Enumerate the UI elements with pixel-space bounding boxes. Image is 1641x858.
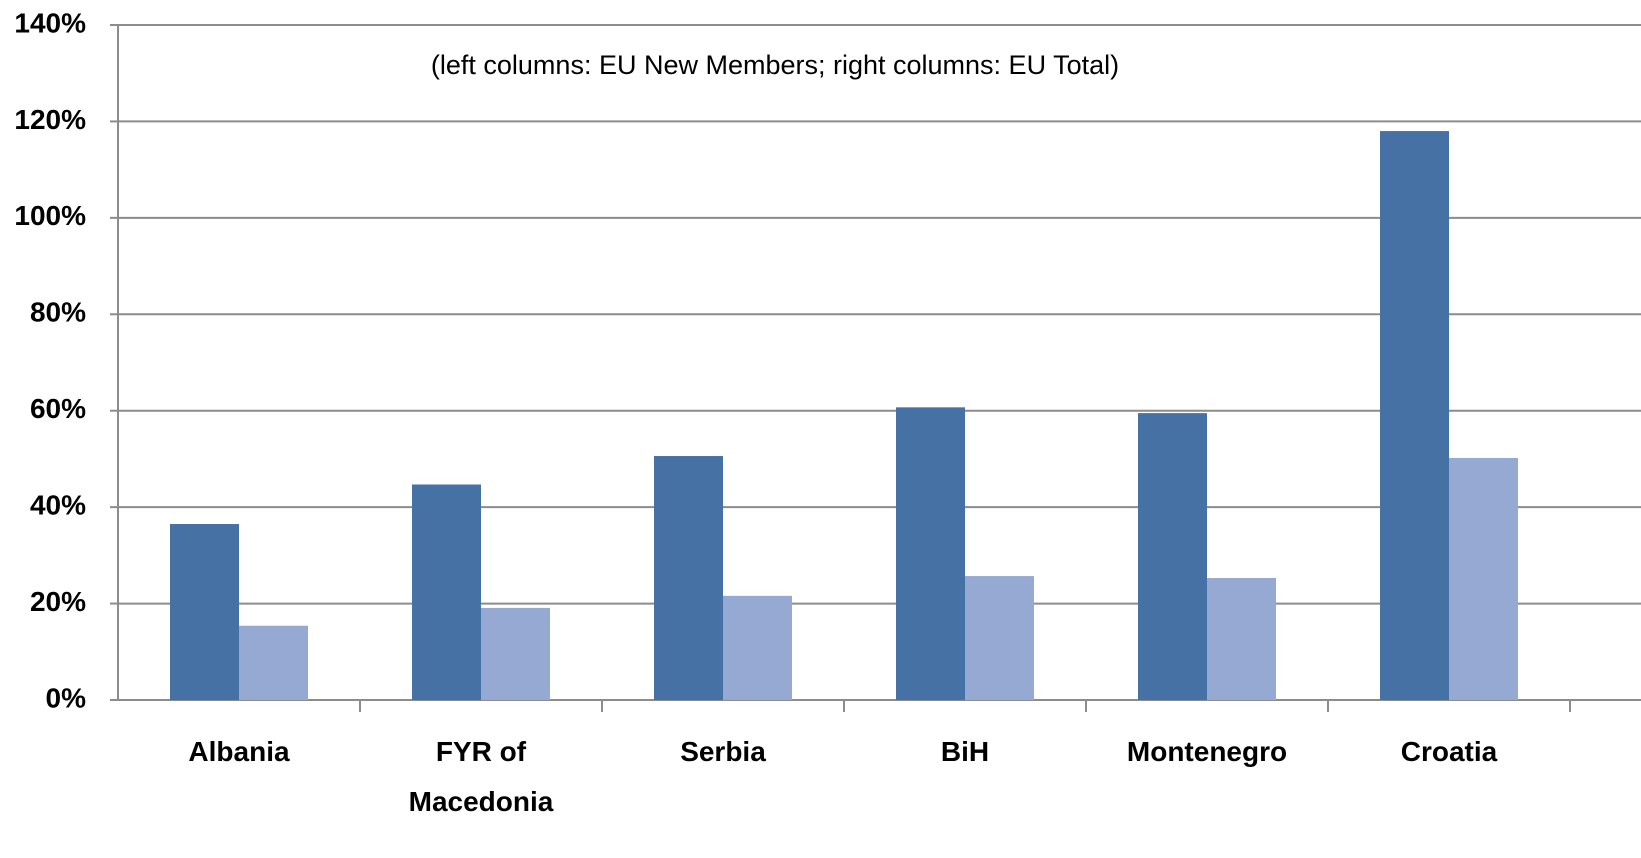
bar xyxy=(1138,413,1207,700)
bar xyxy=(654,456,723,700)
y-tick-label: 140% xyxy=(14,7,86,38)
bar xyxy=(239,625,308,700)
bar xyxy=(896,407,965,700)
y-tick-label: 60% xyxy=(30,393,86,424)
x-tick-label: Croatia xyxy=(1400,736,1498,767)
annotation: (left columns: EU New Members; right col… xyxy=(431,50,1119,80)
x-tick-label: Albania xyxy=(188,736,290,767)
y-tick-label: 100% xyxy=(14,200,86,231)
bar xyxy=(412,484,481,700)
bar xyxy=(723,595,792,700)
y-tick-label: 0% xyxy=(46,682,87,713)
y-tick-label: 40% xyxy=(30,490,86,521)
y-tick-label: 20% xyxy=(30,586,86,617)
bar xyxy=(1380,131,1449,701)
bar xyxy=(1449,457,1518,700)
bar xyxy=(965,576,1034,700)
x-tick-label: FYR of Macedonia xyxy=(408,736,554,817)
x-tick-label: Serbia xyxy=(680,736,766,767)
bar xyxy=(481,607,550,700)
x-tick-label: BiH xyxy=(940,736,990,767)
bar xyxy=(170,524,239,700)
y-tick-label: 120% xyxy=(14,104,86,135)
bar xyxy=(1207,578,1276,700)
y-tick-label: 80% xyxy=(30,297,86,328)
x-tick-label: Montenegro xyxy=(1126,736,1288,767)
